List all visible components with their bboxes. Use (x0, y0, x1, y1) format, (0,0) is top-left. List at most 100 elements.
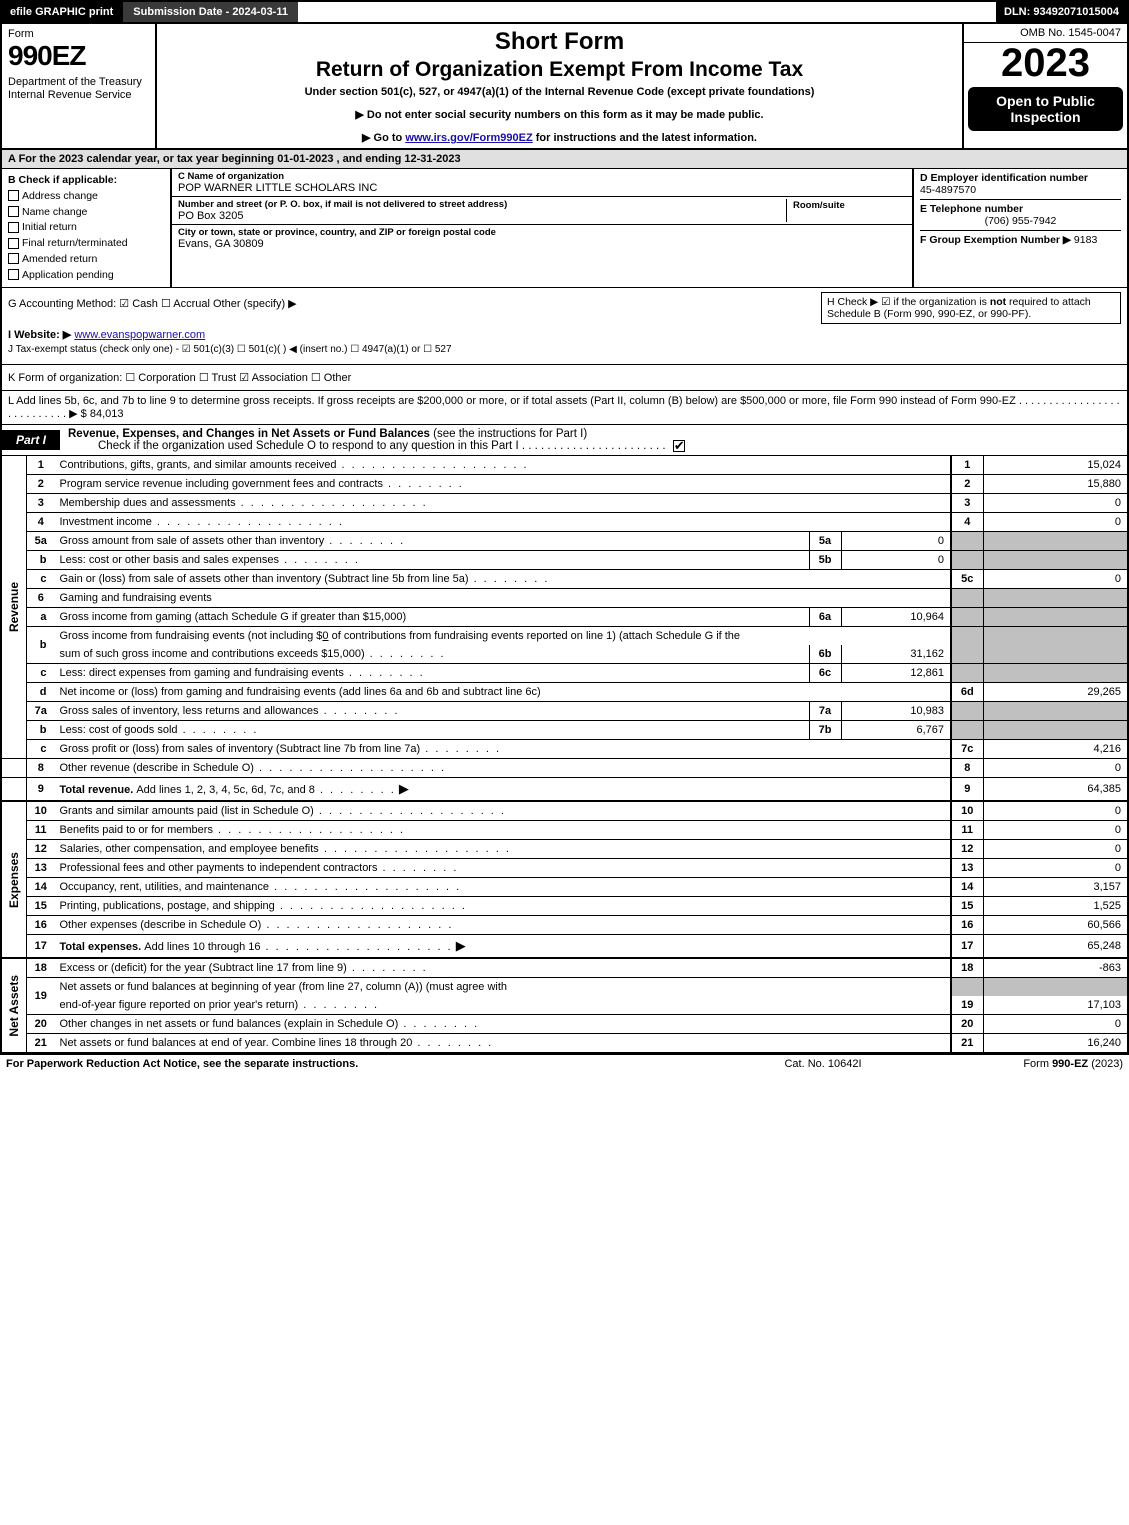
chk-address-change[interactable] (8, 190, 19, 201)
chk-name-change[interactable] (8, 206, 19, 217)
chk-initial-return[interactable] (8, 222, 19, 233)
city-label: City or town, state or province, country… (178, 227, 906, 238)
row-2: 2 Program service revenue including gove… (1, 475, 1128, 494)
schedule-o-checkbox[interactable] (673, 440, 685, 452)
h-not: not (990, 296, 1006, 308)
cat-no: Cat. No. 10642I (723, 1058, 923, 1070)
val-7b: 6,767 (841, 721, 951, 740)
row-6d: d Net income or (loss) from gaming and f… (1, 683, 1128, 702)
part-1-table: Revenue 1 Contributions, gifts, grants, … (0, 456, 1129, 1054)
row-6c: c Less: direct expenses from gaming and … (1, 664, 1128, 683)
row-8: 8 Other revenue (describe in Schedule O)… (1, 759, 1128, 778)
line-l-amount: 84,013 (90, 408, 124, 420)
street-label: Number and street (or P. O. box, if mail… (178, 199, 786, 210)
row-6b-2: sum of such gross income and contributio… (1, 645, 1128, 664)
website-link[interactable]: www.evanspopwarner.com (74, 329, 205, 341)
subhead-section: Under section 501(c), 527, or 4947(a)(1)… (165, 86, 954, 98)
vtab-revenue: Revenue (7, 578, 21, 636)
row-18: Net Assets 18 Excess or (deficit) for th… (1, 958, 1128, 978)
val-17: 65,248 (983, 935, 1128, 959)
row-4: 4 Investment income 4 0 (1, 513, 1128, 532)
instruction-1: ▶ Do not enter social security numbers o… (165, 108, 954, 121)
chk-application-pending[interactable] (8, 269, 19, 280)
row-14: 14 Occupancy, rent, utilities, and maint… (1, 878, 1128, 897)
val-5c: 0 (983, 570, 1128, 589)
row-9: 9 Total revenue. Add lines 1, 2, 3, 4, 5… (1, 778, 1128, 802)
box-c: C Name of organization POP WARNER LITTLE… (172, 169, 912, 287)
row-5b: b Less: cost or other basis and sales ex… (1, 551, 1128, 570)
form-header: Form 990EZ Department of the Treasury In… (0, 24, 1129, 150)
box-b: B Check if applicable: Address change Na… (2, 169, 172, 287)
instr2-post: for instructions and the latest informat… (533, 132, 757, 144)
val-13: 0 (983, 859, 1128, 878)
title-short-form: Short Form (165, 28, 954, 56)
val-9: 64,385 (983, 778, 1128, 802)
val-11: 0 (983, 821, 1128, 840)
vtab-expenses: Expenses (7, 848, 21, 912)
val-15: 1,525 (983, 897, 1128, 916)
row-5c: c Gain or (loss) from sale of assets oth… (1, 570, 1128, 589)
street: PO Box 3205 (178, 210, 786, 222)
chk-final-return[interactable] (8, 238, 19, 249)
gk-block: H Check ▶ ☑ if the organization is not r… (0, 288, 1129, 365)
row-5a: 5a Gross amount from sale of assets othe… (1, 532, 1128, 551)
val-6a: 10,964 (841, 608, 951, 627)
box-d-e-f: D Employer identification number 45-4897… (912, 169, 1127, 287)
efile-label[interactable]: efile GRAPHIC print (2, 2, 121, 22)
row-16: 16 Other expenses (describe in Schedule … (1, 916, 1128, 935)
line-i-label: I Website: ▶ (8, 329, 71, 341)
row-7c: c Gross profit or (loss) from sales of i… (1, 740, 1128, 759)
form-footer-label: Form 990-EZ (2023) (923, 1058, 1123, 1070)
val-5a: 0 (841, 532, 951, 551)
vtab-netassets: Net Assets (7, 971, 21, 1041)
val-8: 0 (983, 759, 1128, 778)
val-4: 0 (983, 513, 1128, 532)
title-return: Return of Organization Exempt From Incom… (165, 58, 954, 82)
instruction-2: ▶ Go to www.irs.gov/Form990EZ for instru… (165, 131, 954, 144)
val-6c: 12,861 (841, 664, 951, 683)
form-word: Form (8, 28, 149, 40)
val-6b: 31,162 (841, 645, 951, 664)
row-20: 20 Other changes in net assets or fund b… (1, 1015, 1128, 1034)
top-bar: efile GRAPHIC print Submission Date - 20… (0, 0, 1129, 24)
room-label: Room/suite (793, 200, 845, 211)
row-21: 21 Net assets or fund balances at end of… (1, 1034, 1128, 1054)
row-13: 13 Professional fees and other payments … (1, 859, 1128, 878)
row-7a: 7a Gross sales of inventory, less return… (1, 702, 1128, 721)
row-1: Revenue 1 Contributions, gifts, grants, … (1, 456, 1128, 475)
val-7c: 4,216 (983, 740, 1128, 759)
row-7b: b Less: cost of goods sold 7b 6,767 (1, 721, 1128, 740)
tax-year: 2023 (964, 43, 1127, 83)
part-1-title: Revenue, Expenses, and Changes in Net As… (60, 425, 1127, 455)
row-19-1: 19 Net assets or fund balances at beginn… (1, 978, 1128, 997)
part-1-header: Part I Revenue, Expenses, and Changes in… (0, 425, 1129, 456)
val-16: 60,566 (983, 916, 1128, 935)
chk-amended-return[interactable] (8, 253, 19, 264)
val-14: 3,157 (983, 878, 1128, 897)
group-exemption-label: F Group Exemption Number ▶ (920, 234, 1071, 246)
val-7a: 10,983 (841, 702, 951, 721)
irs-link[interactable]: www.irs.gov/Form990EZ (405, 132, 532, 144)
box-h: H Check ▶ ☑ if the organization is not r… (821, 292, 1121, 324)
row-3: 3 Membership dues and assessments 3 0 (1, 494, 1128, 513)
line-l-text: L Add lines 5b, 6c, and 7b to line 9 to … (8, 395, 1120, 420)
submission-date: Submission Date - 2024-03-11 (121, 2, 298, 22)
identity-block: B Check if applicable: Address change Na… (0, 169, 1129, 288)
h-text-pre: H Check ▶ ☑ if the organization is (827, 296, 990, 308)
val-18: -863 (983, 958, 1128, 978)
telephone: (706) 955-7942 (920, 215, 1121, 227)
ein-label: D Employer identification number (920, 172, 1121, 184)
instr2-pre: ▶ Go to (362, 132, 405, 144)
open-to-public: Open to Public Inspection (968, 87, 1123, 131)
val-2: 15,880 (983, 475, 1128, 494)
row-6b-1: b Gross income from fundraising events (… (1, 627, 1128, 646)
row-17: 17 Total expenses. Add lines 10 through … (1, 935, 1128, 959)
line-j: J Tax-exempt status (check only one) - ☑… (8, 344, 1121, 355)
city: Evans, GA 30809 (178, 238, 906, 250)
row-12: 12 Salaries, other compensation, and emp… (1, 840, 1128, 859)
page-footer: For Paperwork Reduction Act Notice, see … (0, 1054, 1129, 1073)
val-10: 0 (983, 801, 1128, 821)
row-19-2: end-of-year figure reported on prior yea… (1, 996, 1128, 1015)
department: Department of the Treasury Internal Reve… (8, 76, 149, 102)
row-6a: a Gross income from gaming (attach Sched… (1, 608, 1128, 627)
